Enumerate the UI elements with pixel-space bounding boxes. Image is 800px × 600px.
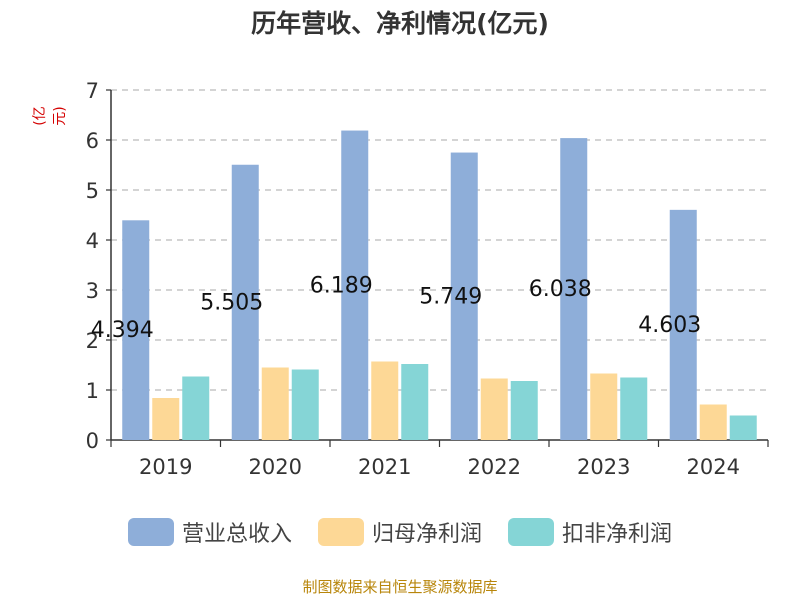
bar-deducted-net-profit — [182, 376, 210, 440]
legend-label-net-profit: 归母净利润 — [371, 522, 482, 547]
x-tick-label: 2022 — [468, 455, 521, 479]
legend-item-deducted-net-profit[interactable]: 扣非净利润 — [508, 516, 672, 548]
chart-legend: 营业总收入 归母净利润 扣非净利润 — [0, 516, 800, 548]
bar-revenue — [231, 164, 259, 440]
y-tick-label: 2 — [86, 329, 99, 353]
data-label: 4.394 — [91, 318, 154, 343]
y-tick-label: 5 — [86, 179, 99, 203]
data-label: 4.603 — [638, 313, 701, 338]
x-tick-label: 2019 — [139, 455, 192, 479]
bar-net-profit — [590, 373, 618, 440]
x-tick-label: 2021 — [358, 455, 411, 479]
y-tick-label: 3 — [86, 279, 99, 303]
y-tick-label: 7 — [86, 79, 99, 103]
bar-deducted-net-profit — [620, 377, 648, 440]
x-tick-label: 2020 — [249, 455, 302, 479]
legend-swatch-revenue — [127, 518, 174, 546]
bar-deducted-net-profit — [510, 381, 538, 440]
data-label: 6.038 — [529, 277, 592, 302]
legend-label-revenue: 营业总收入 — [181, 522, 292, 547]
y-tick-label: 1 — [86, 379, 99, 403]
bar-deducted-net-profit — [401, 364, 429, 440]
bar-revenue — [122, 220, 150, 440]
bar-revenue — [450, 152, 478, 441]
bar-deducted-net-profit — [291, 369, 319, 440]
legend-item-net-profit[interactable]: 归母净利润 — [317, 516, 482, 548]
data-label: 6.189 — [310, 273, 373, 298]
x-tick-label: 2023 — [577, 455, 630, 479]
y-tick-label: 6 — [86, 129, 99, 153]
bar-revenue — [560, 138, 588, 440]
bar-revenue — [669, 209, 697, 440]
legend-swatch-net-profit — [317, 518, 364, 546]
legend-item-revenue[interactable]: 营业总收入 — [127, 516, 292, 548]
data-label: 5.749 — [419, 284, 482, 309]
x-tick-label: 2024 — [687, 455, 740, 479]
data-source-note: 制图数据来自恒生聚源数据库 — [302, 578, 498, 596]
bar-net-profit — [371, 361, 399, 440]
bar-net-profit — [152, 398, 180, 440]
legend-label-deducted-net-profit: 扣非净利润 — [562, 522, 673, 547]
data-label: 5.505 — [200, 290, 263, 315]
bar-net-profit — [480, 378, 508, 440]
y-tick-label: 4 — [86, 229, 99, 253]
bar-revenue — [341, 130, 369, 441]
chart-title: 历年营收、净利情况(亿元) — [251, 9, 549, 38]
bar-net-profit — [261, 367, 289, 440]
bar-deducted-net-profit — [729, 415, 757, 440]
bar-net-profit — [699, 404, 727, 440]
y-tick-label: 0 — [86, 429, 99, 453]
legend-swatch-deducted-net-profit — [508, 518, 554, 546]
